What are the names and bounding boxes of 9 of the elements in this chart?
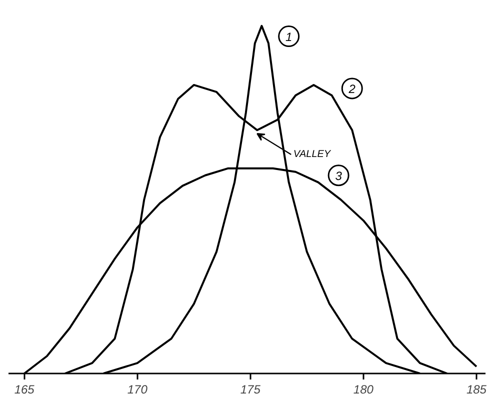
x-tick-label: 185 bbox=[466, 382, 487, 396]
series-label: 1 bbox=[285, 30, 292, 44]
x-tick-label: 175 bbox=[240, 382, 261, 396]
x-tick-label: 170 bbox=[127, 382, 148, 396]
series-label: 3 bbox=[335, 168, 342, 183]
x-tick-label: 165 bbox=[14, 382, 35, 396]
series-label: 2 bbox=[348, 82, 356, 96]
x-tick-label: 180 bbox=[353, 382, 374, 396]
annotation: VALLEY bbox=[293, 149, 332, 160]
